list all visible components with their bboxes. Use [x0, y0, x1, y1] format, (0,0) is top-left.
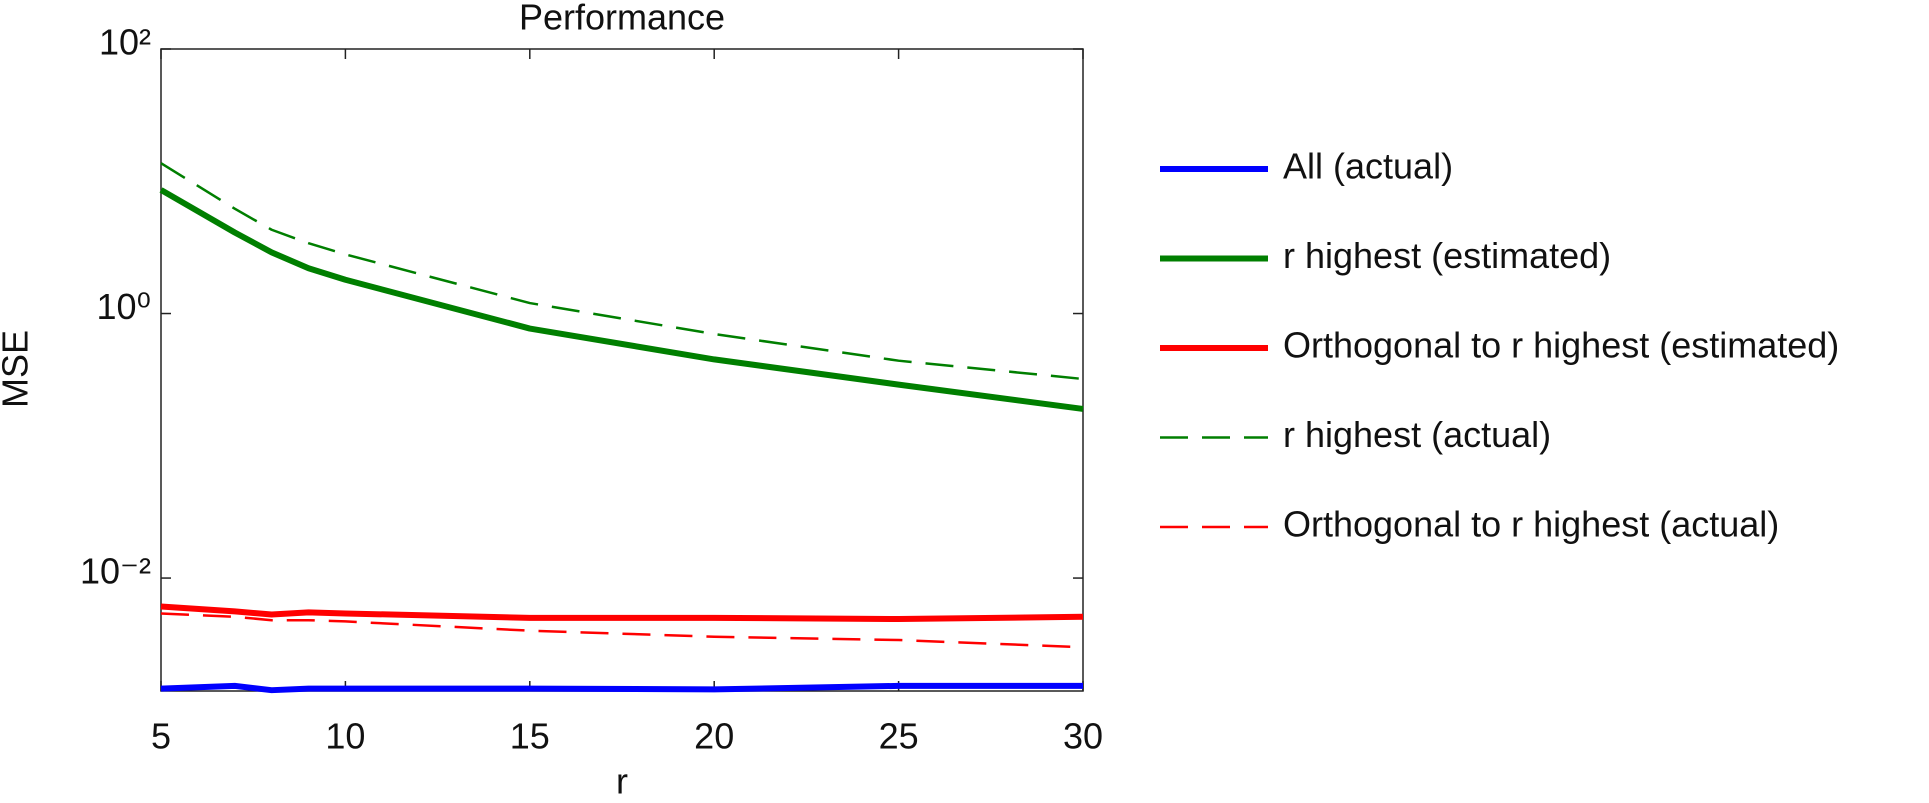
legend-label: All (actual) [1283, 146, 1453, 187]
series-line [159, 187, 1084, 412]
series-line [160, 162, 1084, 381]
x-tick-label: 25 [879, 716, 919, 757]
legend-label: r highest (estimated) [1283, 235, 1611, 276]
plot-frame [160, 48, 1084, 692]
legend-label: Orthogonal to r highest (actual) [1283, 504, 1779, 545]
x-tick-label: 30 [1063, 716, 1103, 757]
y-tick-label: 10⁰ [97, 286, 151, 327]
legend-label: Orthogonal to r highest (estimated) [1283, 325, 1839, 366]
legend-label: r highest (actual) [1283, 414, 1551, 455]
series-line [160, 603, 1084, 623]
x-axis-label: r [616, 761, 628, 802]
x-tick-label: 10 [325, 716, 365, 757]
series-line [160, 612, 1084, 649]
y-tick-label: 10² [99, 22, 151, 63]
chart-title: Performance [519, 0, 725, 38]
y-axis-label: MSE [0, 330, 36, 408]
y-tick-label: 10⁻² [80, 551, 151, 592]
x-tick-label: 20 [694, 716, 734, 757]
x-tick-label: 15 [510, 716, 550, 757]
series-line [160, 682, 1083, 694]
x-tick-label: 5 [151, 716, 171, 757]
